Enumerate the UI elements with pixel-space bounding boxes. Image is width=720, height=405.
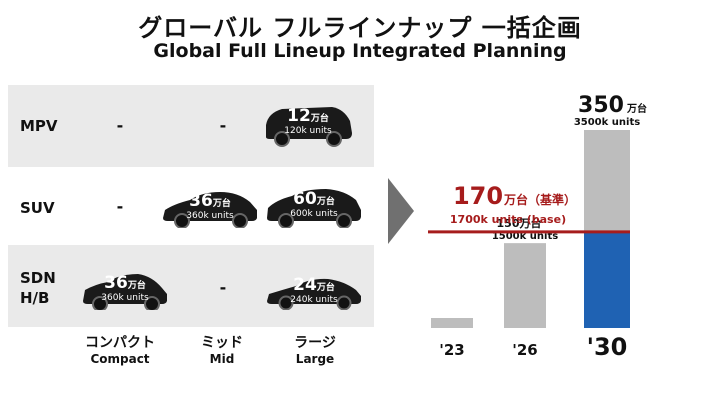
mpv-large-units: 120k units xyxy=(284,126,332,136)
x-tick-label-0: '23 xyxy=(439,341,464,359)
row-label-mpv: MPV xyxy=(20,117,58,135)
sdn-compact-units: 360k units xyxy=(101,293,149,303)
car-sdn-large: 24万台 240k units xyxy=(264,272,364,310)
mpv-car-icon xyxy=(266,107,352,147)
sdn-large-value: 24 xyxy=(293,275,317,295)
bar-units-label-2: 3500k units xyxy=(574,117,640,128)
mpv-large-value: 12 xyxy=(287,106,311,126)
row-label-sdn: SDN H/B xyxy=(20,269,56,307)
car-suv-large: 60万台 600k units xyxy=(264,186,364,228)
mpv-large-unit: 万台 xyxy=(310,114,329,124)
bar-units-label-1: 1500k units xyxy=(492,231,558,242)
bar-1 xyxy=(504,243,546,328)
bar-0 xyxy=(431,318,473,328)
car-mpv-large: 12万台 120k units xyxy=(262,103,354,147)
cell-sdn-mid: - xyxy=(219,278,227,297)
row-label-suv: SUV xyxy=(20,199,55,217)
bar-2030-base xyxy=(584,231,630,328)
sedan-car-icon xyxy=(267,278,361,310)
suv-large-unit: 万台 xyxy=(316,197,335,207)
column-label-large: ラージ Large xyxy=(270,332,360,366)
column-label-compact: コンパクト Compact xyxy=(75,332,165,366)
baseline-units-label: 1700k units (base) xyxy=(450,213,566,226)
car-suv-mid: 36万台 360k units xyxy=(160,188,260,228)
column-large-jp: ラージ xyxy=(294,335,336,351)
bar-2030-upper xyxy=(584,130,630,232)
x-tick-label-2: '30 xyxy=(587,333,628,361)
bar-value-unit-2: 万台 xyxy=(626,102,647,115)
right-arrow-icon xyxy=(388,178,414,244)
suv-mid-units: 360k units xyxy=(186,211,234,221)
hatchback-car-icon xyxy=(83,274,167,310)
x-tick-label-1: '26 xyxy=(512,341,537,359)
bar-value-label-1: 150万台 xyxy=(497,216,542,230)
suv-large-units: 600k units xyxy=(290,209,338,219)
page-title-en: Global Full Lineup Integrated Planning xyxy=(153,40,567,62)
baseline-value-label: 170 xyxy=(453,182,503,210)
sdn-large-unit: 万台 xyxy=(316,283,335,293)
suv-mid-unit: 万台 xyxy=(212,199,231,209)
page-title-jp: グローバル フルラインナップ 一括企画 xyxy=(138,14,582,42)
bar-value-label-2: 350 xyxy=(578,93,624,118)
sdn-compact-value: 36 xyxy=(104,273,128,293)
column-large-en: Large xyxy=(295,352,335,366)
suv-car-icon xyxy=(267,189,361,228)
column-compact-en: Compact xyxy=(90,352,150,366)
sdn-large-units: 240k units xyxy=(290,295,338,305)
column-mid-en: Mid xyxy=(209,352,235,366)
cell-mpv-compact: - xyxy=(116,116,124,135)
car-sdn-compact: 36万台 360k units xyxy=(80,270,170,310)
column-label-mid: ミッド Mid xyxy=(177,332,267,366)
cell-suv-compact: - xyxy=(116,197,124,216)
column-compact-jp: コンパクト xyxy=(85,335,155,351)
cell-mpv-mid: - xyxy=(219,116,227,135)
baseline-unit-label: 万台（基準） xyxy=(503,192,576,207)
suv-mid-value: 36 xyxy=(189,191,213,211)
sdn-compact-unit: 万台 xyxy=(127,281,146,291)
suv-car-icon xyxy=(163,192,257,228)
suv-large-value: 60 xyxy=(293,189,317,209)
column-mid-jp: ミッド xyxy=(201,335,243,351)
